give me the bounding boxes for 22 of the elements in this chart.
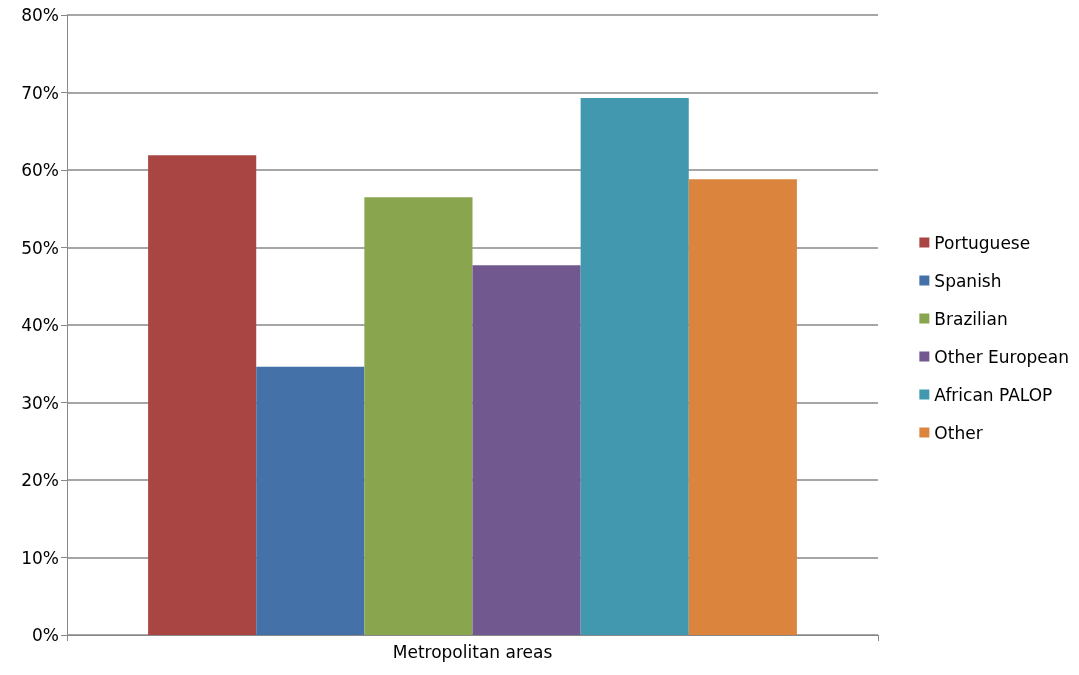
- y-tick-label: 80%: [21, 5, 59, 25]
- legend-label: Other: [934, 422, 983, 443]
- bar: [688, 179, 797, 635]
- x-tick-label: Metropolitan areas: [392, 641, 553, 662]
- legend-label: Other European: [934, 346, 1070, 367]
- y-tick-label: 30%: [21, 392, 59, 413]
- legend-label: African PALOP: [934, 384, 1053, 405]
- bar: [580, 97, 689, 635]
- bar: [256, 366, 365, 635]
- legend-label: Portuguese: [934, 232, 1031, 253]
- y-tick-label: 0%: [32, 625, 59, 645]
- bar: [472, 265, 581, 635]
- y-tick-label: 20%: [21, 470, 59, 490]
- y-tick-label: 10%: [21, 547, 59, 568]
- y-tick-label: 50%: [21, 237, 59, 258]
- bar: [148, 155, 257, 635]
- y-tick-label: 40%: [21, 315, 59, 335]
- y-tick-label: 60%: [21, 160, 59, 180]
- y-tick-label: 70%: [21, 82, 59, 103]
- legend-label: Spanish: [934, 270, 1002, 291]
- legend-label: Brazilian: [934, 308, 1008, 329]
- bar: [364, 197, 473, 635]
